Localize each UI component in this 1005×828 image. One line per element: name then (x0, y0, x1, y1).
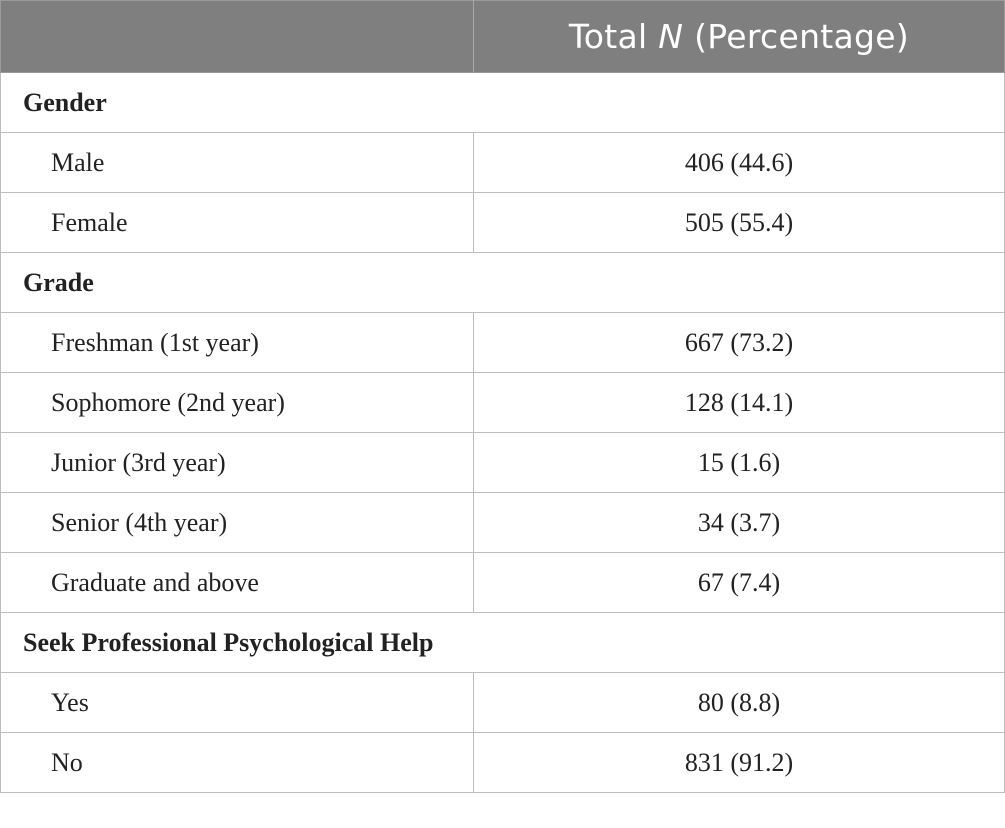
table-body: Gender Male 406 (44.6) Female 505 (55.4)… (0, 72, 1005, 793)
section-title: Grade (0, 252, 1005, 313)
header-total-prefix: Total (568, 17, 659, 56)
row-label: Junior (3rd year) (0, 432, 474, 493)
header-total-suffix: (Percentage) (683, 17, 910, 56)
table-row: Male 406 (44.6) (0, 132, 1005, 193)
row-label: Senior (4th year) (0, 492, 474, 553)
section-row-gender: Gender (0, 72, 1005, 133)
row-value: 67 (7.4) (473, 552, 1005, 613)
table-row: Female 505 (55.4) (0, 192, 1005, 253)
row-value: 505 (55.4) (473, 192, 1005, 253)
row-value: 831 (91.2) (473, 732, 1005, 793)
row-value: 128 (14.1) (473, 372, 1005, 433)
row-label: Sophomore (2nd year) (0, 372, 474, 433)
row-label: Male (0, 132, 474, 193)
table-row: Yes 80 (8.8) (0, 672, 1005, 733)
table-header: Total N (Percentage) (0, 0, 1005, 73)
row-label: Yes (0, 672, 474, 733)
table-row: Freshman (1st year) 667 (73.2) (0, 312, 1005, 373)
section-title: Seek Professional Psychological Help (0, 612, 1005, 673)
row-label: Female (0, 192, 474, 253)
header-total-percentage: Total N (Percentage) (473, 0, 1005, 73)
table-row: Senior (4th year) 34 (3.7) (0, 492, 1005, 553)
table-row: Graduate and above 67 (7.4) (0, 552, 1005, 613)
row-label: Graduate and above (0, 552, 474, 613)
row-label: No (0, 732, 474, 793)
table-row: Sophomore (2nd year) 128 (14.1) (0, 372, 1005, 433)
section-row-seek-help: Seek Professional Psychological Help (0, 612, 1005, 673)
header-row: Total N (Percentage) (0, 0, 1005, 73)
section-title: Gender (0, 72, 1005, 133)
row-value: 406 (44.6) (473, 132, 1005, 193)
row-value: 80 (8.8) (473, 672, 1005, 733)
row-value: 34 (3.7) (473, 492, 1005, 553)
section-row-grade: Grade (0, 252, 1005, 313)
demographics-table-container: Total N (Percentage) Gender Male 406 (44… (0, 0, 1005, 793)
table-row: Junior (3rd year) 15 (1.6) (0, 432, 1005, 493)
header-category (0, 0, 474, 73)
row-value: 667 (73.2) (473, 312, 1005, 373)
table-row: No 831 (91.2) (0, 732, 1005, 793)
header-n-symbol: N (658, 17, 684, 56)
row-label: Freshman (1st year) (0, 312, 474, 373)
row-value: 15 (1.6) (473, 432, 1005, 493)
demographics-table: Total N (Percentage) Gender Male 406 (44… (0, 0, 1005, 793)
